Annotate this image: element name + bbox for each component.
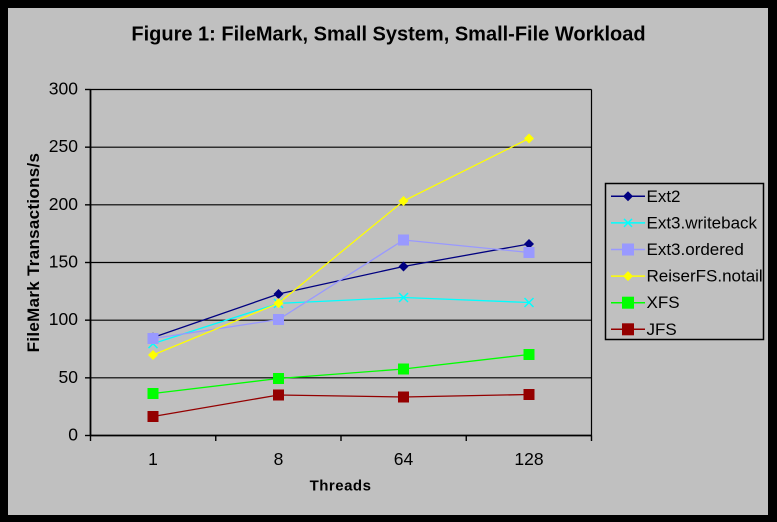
svg-text:100: 100 [49, 309, 78, 329]
svg-text:Threads: Threads [310, 478, 372, 495]
svg-text:64: 64 [394, 449, 414, 469]
svg-text:150: 150 [49, 252, 78, 272]
svg-text:0: 0 [68, 425, 78, 445]
svg-text:8: 8 [274, 449, 284, 469]
svg-text:250: 250 [49, 136, 78, 156]
svg-text:FileMark Transactions/s: FileMark Transactions/s [24, 153, 43, 353]
svg-text:JFS: JFS [647, 320, 677, 339]
svg-text:Ext3.writeback: Ext3.writeback [647, 213, 758, 232]
svg-text:128: 128 [514, 449, 543, 469]
svg-text:Figure 1: FileMark, Small Syst: Figure 1: FileMark, Small System, Small-… [131, 24, 645, 46]
svg-text:300: 300 [49, 79, 78, 99]
svg-text:XFS: XFS [647, 293, 680, 312]
svg-text:Ext2: Ext2 [647, 187, 681, 206]
svg-text:50: 50 [59, 367, 79, 387]
svg-text:200: 200 [49, 194, 78, 214]
svg-text:ReiserFS.notail: ReiserFS.notail [647, 267, 763, 286]
svg-text:1: 1 [148, 449, 158, 469]
svg-text:Ext3.ordered: Ext3.ordered [647, 240, 744, 259]
